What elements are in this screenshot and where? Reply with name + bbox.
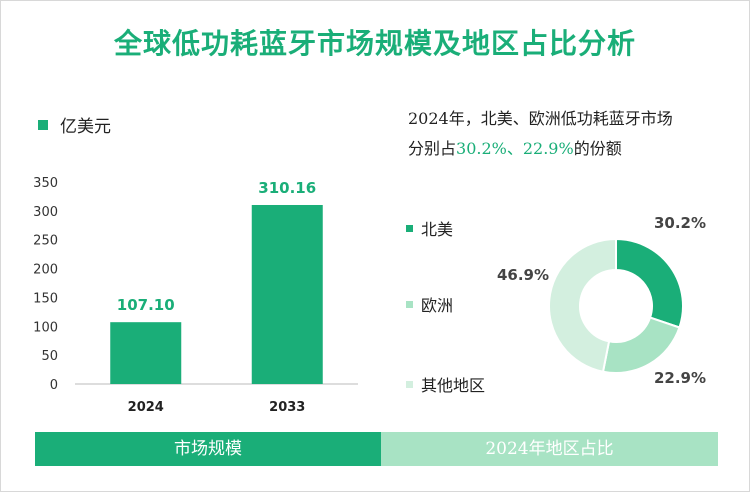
unit-label: 亿美元 — [60, 117, 111, 137]
y-tick-label-1: 50 — [41, 349, 58, 364]
footer-region-share: 2024年地区占比 — [381, 432, 718, 466]
donut-slice-eu — [601, 316, 681, 374]
note-sep: 、 — [506, 139, 523, 158]
bar-value-label-2024: 107.10 — [117, 296, 175, 314]
y-tick-label-5: 250 — [33, 234, 58, 249]
donut-slice-na — [615, 237, 684, 329]
bar-legend: 亿美元 — [38, 112, 111, 137]
pie-legend-label-other: 其他地区 — [421, 376, 486, 395]
donut-value-label-eu: 22.9% — [654, 369, 706, 387]
bar-2024 — [110, 322, 182, 384]
bar-2033 — [251, 204, 323, 384]
bar-value-label-2033: 310.16 — [258, 179, 316, 197]
note-prefix: 分别占 — [408, 139, 457, 158]
note-line-1: 2024年，北美、欧洲低功耗蓝牙市场 — [408, 109, 673, 128]
note-suffix: 的份额 — [573, 139, 622, 158]
y-tick-label-3: 150 — [33, 291, 58, 306]
pie-legend-label-na: 北美 — [421, 220, 454, 239]
donut-value-label-na: 30.2% — [654, 214, 706, 232]
share-note: 2024年，北美、欧洲低功耗蓝牙市场 分别占30.2%、22.9%的份额 — [408, 104, 718, 164]
x-tick-label-2033: 2033 — [269, 400, 305, 415]
pie-legend-eu: 欧洲 — [406, 292, 453, 316]
pie-legend-swatch-na — [406, 224, 413, 232]
donut-slice-other — [548, 237, 617, 373]
note-line-2: 分别占30.2%、22.9%的份额 — [408, 134, 718, 164]
pie-legend-swatch-eu — [406, 300, 413, 308]
y-tick-label-0: 0 — [50, 378, 58, 393]
pie-legend-swatch-other — [406, 380, 413, 388]
y-tick-label-6: 300 — [33, 205, 58, 220]
y-tick-label-7: 350 — [33, 176, 58, 191]
footer-market-size: 市场规模 — [35, 432, 381, 466]
page-title: 全球低功耗蓝牙市场规模及地区占比分析 — [113, 27, 636, 60]
y-tick-label-2: 100 — [33, 320, 58, 335]
y-tick-label-4: 200 — [33, 263, 58, 278]
legend-swatch — [38, 119, 48, 130]
pie-legend-na: 北美 — [406, 216, 453, 240]
donut-value-label-other: 46.9% — [497, 266, 549, 284]
pie-legend-other: 其他地区 — [406, 372, 485, 396]
note-value-eu: 22.9% — [522, 139, 574, 158]
note-value-na: 30.2% — [456, 139, 507, 158]
pie-legend-label-eu: 欧洲 — [421, 296, 454, 315]
x-tick-label-2024: 2024 — [128, 400, 164, 415]
